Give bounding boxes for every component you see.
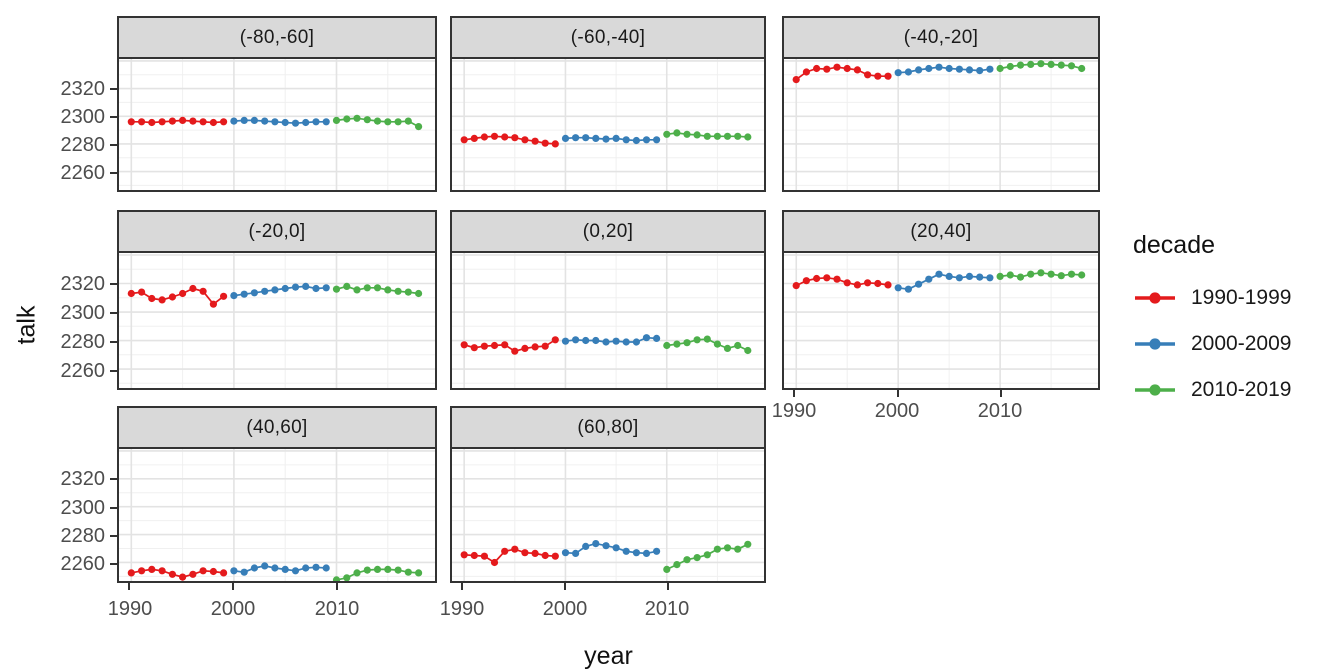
facet-plot-area (782, 59, 1100, 192)
facet-strip-label: (-60,-40] (450, 16, 766, 59)
x-axis-tick-label: 1990 (107, 598, 153, 620)
axis-tick (110, 535, 117, 537)
axis-tick (110, 507, 117, 509)
x-axis-tick-label: 2010 (314, 598, 360, 620)
axis-tick (461, 583, 463, 590)
y-axis-tick-label: 2300 (60, 106, 106, 128)
legend-entry-1990-1999: 1990-1999 (1133, 286, 1338, 310)
x-axis-tick-label: 1990 (439, 598, 485, 620)
legend-entry-2000-2009: 2000-2009 (1133, 332, 1338, 356)
facet-plot-area (117, 449, 437, 583)
legend-key-line-point-icon (1135, 292, 1175, 304)
facet-panel: (-80,-60] (117, 16, 437, 192)
facet-strip-label: (0,20] (450, 210, 766, 253)
y-axis-tick-label: 2300 (60, 497, 106, 519)
y-axis-tick-label: 2300 (60, 302, 106, 324)
y-axis-tick-label: 2280 (60, 525, 106, 547)
facet-plot-area (450, 59, 766, 192)
axis-tick (232, 583, 234, 590)
facet-plot-area (782, 253, 1100, 390)
axis-tick (110, 312, 117, 314)
legend-entry-2010-2019: 2010-2019 (1133, 378, 1338, 402)
legend-entry-label: 2000-2009 (1191, 332, 1292, 355)
facet-plot-area (117, 253, 437, 390)
y-axis-tick-label: 2320 (60, 273, 106, 295)
x-axis-tick-label: 1990 (771, 400, 817, 422)
facet-strip-label: (-20,0] (117, 210, 437, 253)
axis-tick (110, 88, 117, 90)
legend-title: decade (1133, 231, 1216, 259)
axis-tick (110, 341, 117, 343)
facet-plot-area (117, 59, 437, 192)
y-axis-tick-label: 2320 (60, 78, 106, 100)
facet-panel: (-20,0] (117, 210, 437, 390)
axis-tick (336, 583, 338, 590)
axis-tick (793, 390, 795, 397)
axis-tick (1000, 390, 1002, 397)
x-axis-tick-label: 2010 (644, 598, 690, 620)
facet-plot-area (450, 449, 766, 583)
facet-panel: (-40,-20] (782, 16, 1100, 192)
y-axis-tick-label: 2260 (60, 162, 106, 184)
y-axis-tick-label: 2280 (60, 134, 106, 156)
axis-tick (128, 583, 130, 590)
legend-entry-label: 1990-1999 (1191, 286, 1292, 309)
x-axis-tick-label: 2000 (210, 598, 256, 620)
facet-panel: (40,60] (117, 406, 437, 583)
y-axis-tick-label: 2280 (60, 331, 106, 353)
facet-strip-label: (-40,-20] (782, 16, 1100, 59)
axis-tick (110, 283, 117, 285)
facet-panel: (-60,-40] (450, 16, 766, 192)
x-axis-tick-label: 2000 (542, 598, 588, 620)
facet-panel: (20,40] (782, 210, 1100, 390)
facet-plot-area (450, 253, 766, 390)
axis-tick (667, 583, 669, 590)
facet-strip-label: (20,40] (782, 210, 1100, 253)
axis-tick (897, 390, 899, 397)
facet-panel: (0,20] (450, 210, 766, 390)
y-axis-tick-label: 2260 (60, 553, 106, 575)
legend-entry-label: 2010-2019 (1191, 378, 1292, 401)
axis-tick (110, 144, 117, 146)
x-axis-title: year (584, 642, 633, 670)
facet-strip-label: (-80,-60] (117, 16, 437, 59)
axis-tick (110, 478, 117, 480)
x-axis-tick-label: 2000 (874, 400, 920, 422)
axis-tick (110, 370, 117, 372)
legend-key-line-point-icon (1135, 384, 1175, 396)
facet-strip-label: (40,60] (117, 406, 437, 449)
facet-panel: (60,80] (450, 406, 766, 583)
facet-strip-label: (60,80] (450, 406, 766, 449)
y-axis-tick-label: 2260 (60, 360, 106, 382)
legend: decade 1990-1999 2000-2009 2010-2019 (1133, 231, 1338, 424)
legend-key-line-point-icon (1135, 338, 1175, 350)
axis-tick (564, 583, 566, 590)
y-axis-tick-label: 2320 (60, 468, 106, 490)
axis-tick (110, 563, 117, 565)
axis-tick (110, 172, 117, 174)
axis-tick (110, 116, 117, 118)
x-axis-tick-label: 2010 (977, 400, 1023, 422)
